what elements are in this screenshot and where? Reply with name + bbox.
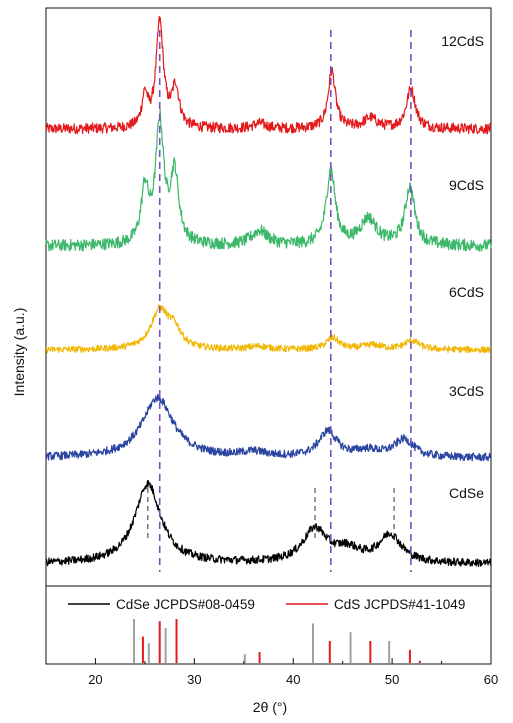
legend: CdSe JCPDS#08-0459 CdS JCPDS#41-1049	[68, 597, 465, 612]
series-layer	[45, 15, 492, 568]
series-line-cdse	[45, 480, 492, 568]
series-label-6cds: 6CdS	[449, 284, 484, 300]
x-tick-label-20: 20	[88, 672, 102, 687]
series-label-9cds: 9CdS	[449, 177, 484, 193]
x-axis-ticks: 20 30 40 50 60	[45, 658, 498, 687]
series-line-9cds	[45, 109, 492, 252]
guide-line-layer	[147, 30, 412, 572]
series-label-3cds: 3CdS	[449, 383, 484, 399]
series-label-12cds: 12CdS	[441, 33, 484, 49]
legend-label-cds: CdS JCPDS#41-1049	[334, 597, 465, 612]
x-tick-label-30: 30	[187, 672, 201, 687]
plot-frame	[45, 7, 492, 665]
series-label-layer: 12CdS 9CdS 6CdS 3CdS CdSe	[441, 33, 484, 501]
reference-pattern-layer	[133, 619, 421, 663]
series-label-cdse: CdSe	[449, 485, 484, 501]
series-line-3cds	[45, 394, 492, 462]
x-axis-label: 2θ (°)	[253, 699, 287, 715]
x-tick-label-50: 50	[385, 672, 399, 687]
x-tick-label-60: 60	[484, 672, 498, 687]
series-line-12cds	[45, 15, 492, 135]
y-axis-label: Intensity (a.u.)	[11, 308, 27, 397]
legend-label-cdse: CdSe JCPDS#08-0459	[116, 597, 255, 612]
series-line-6cds	[45, 304, 492, 354]
x-tick-label-40: 40	[286, 672, 300, 687]
